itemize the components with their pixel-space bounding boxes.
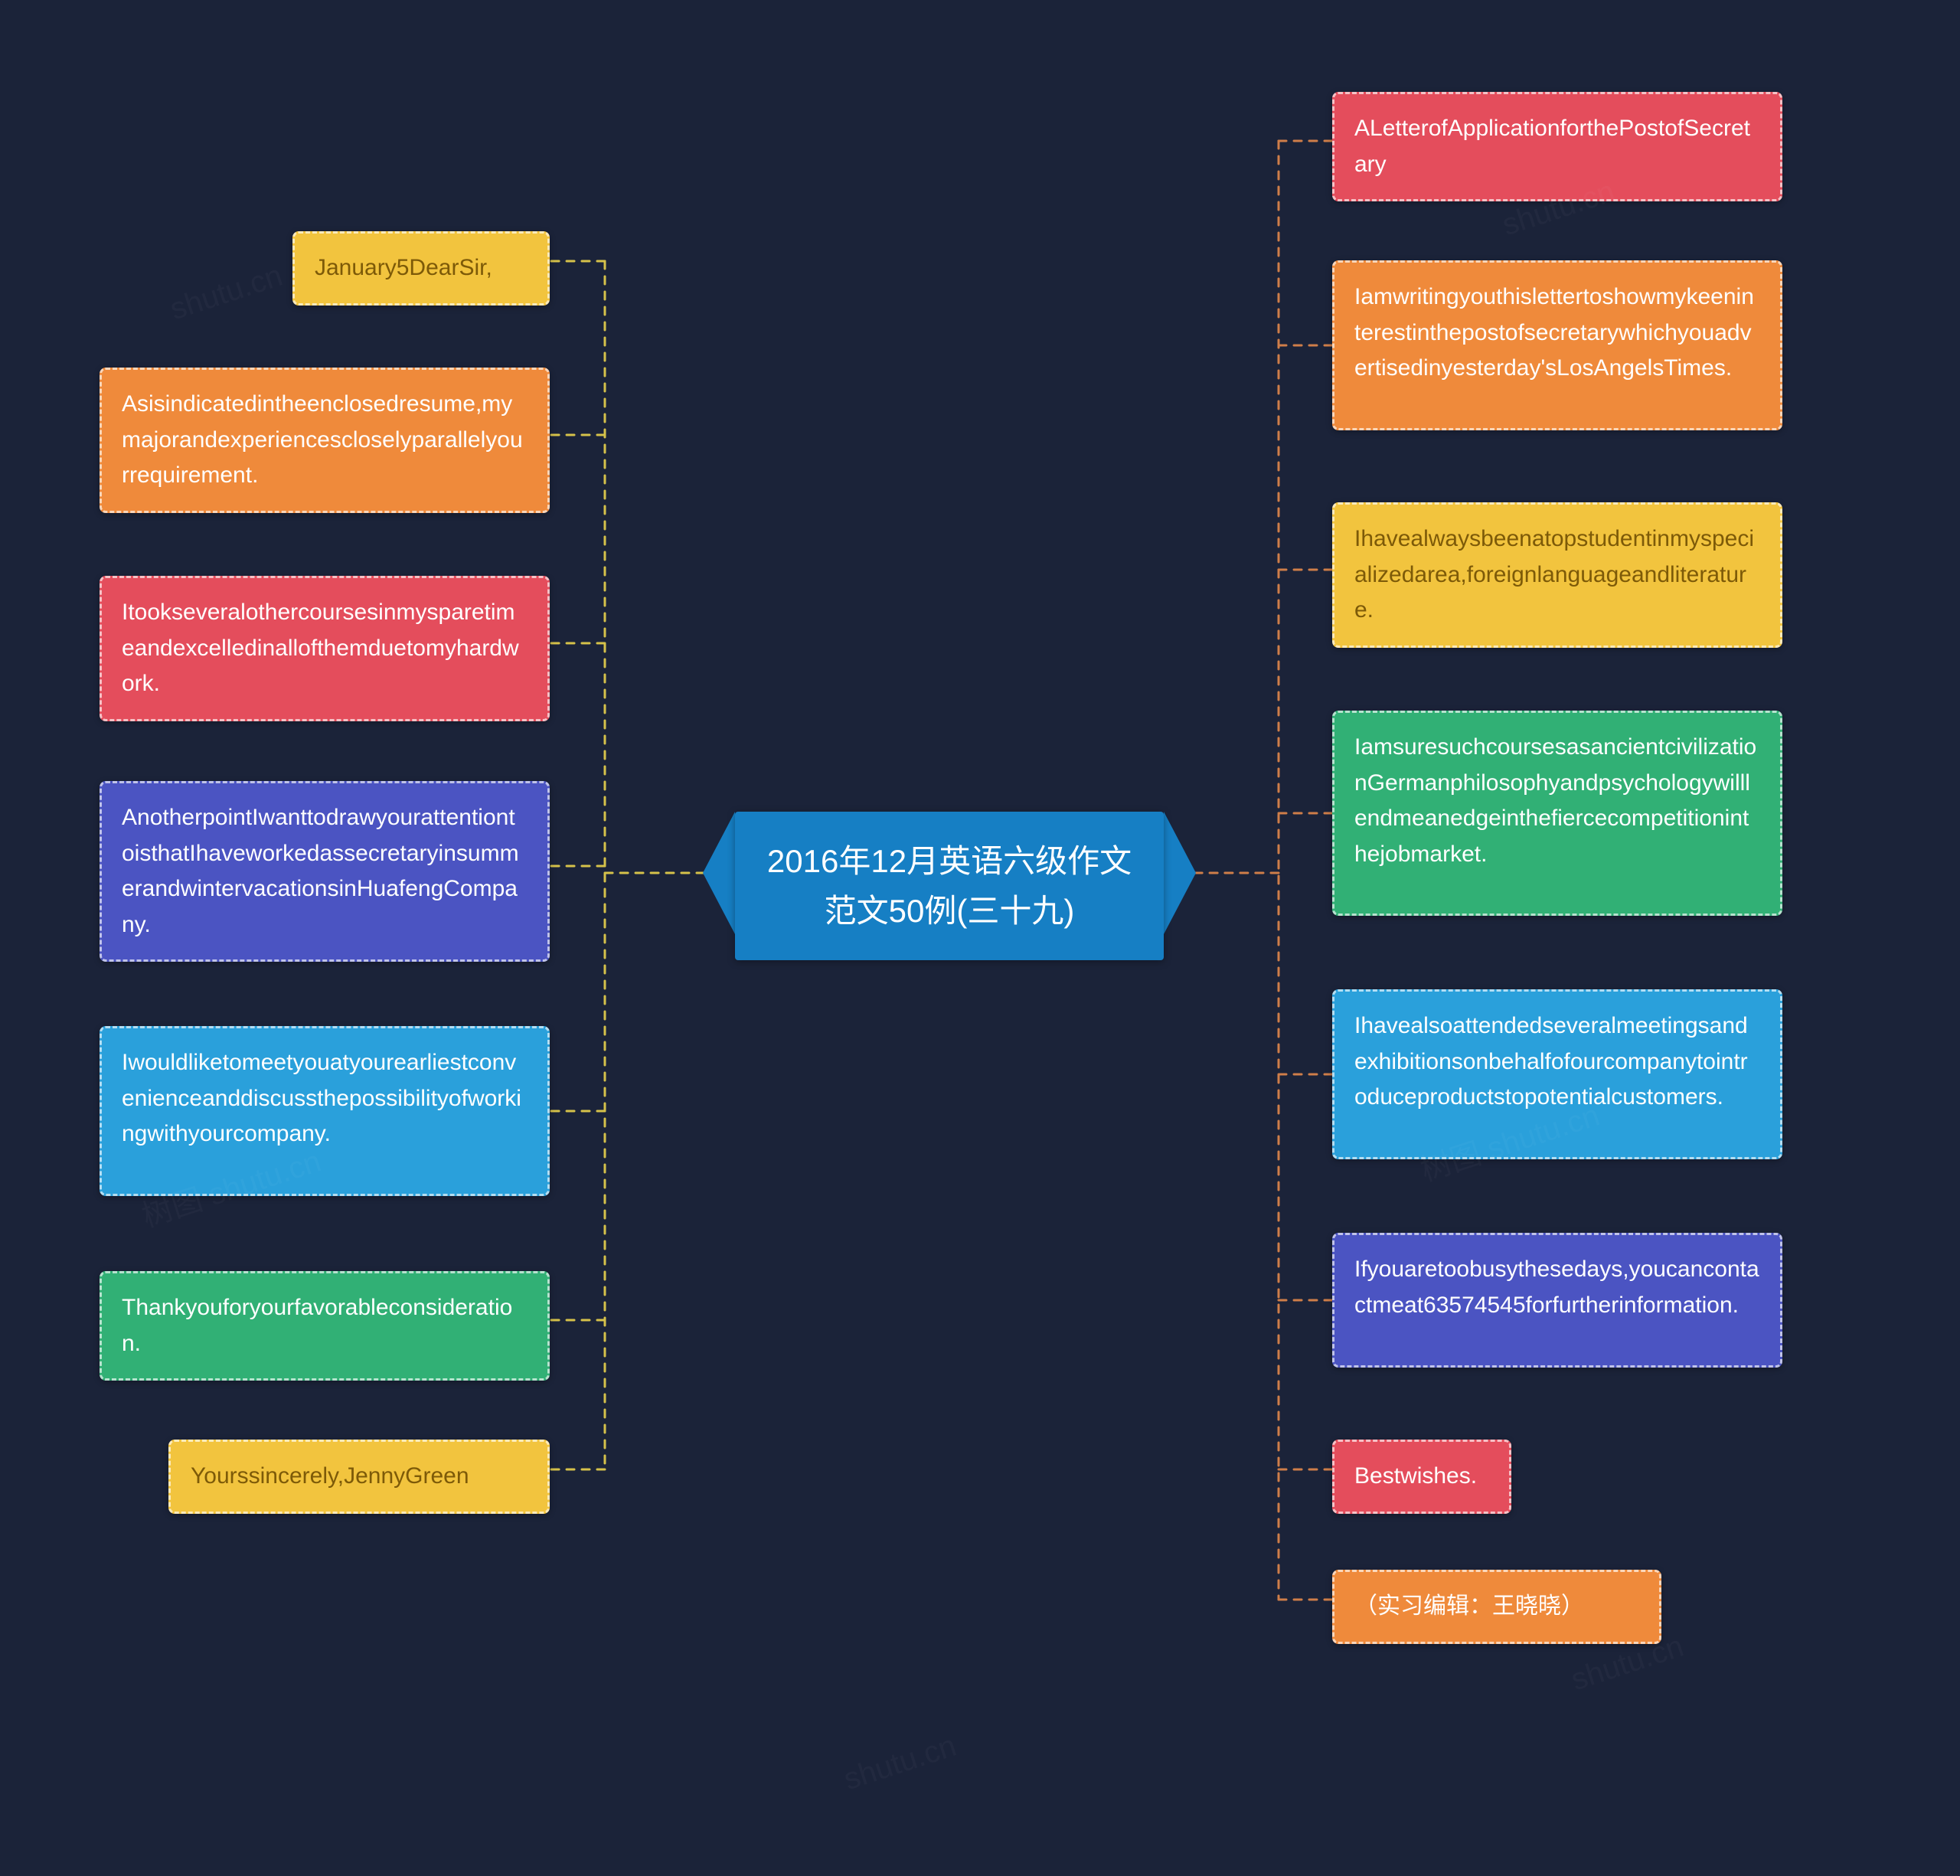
watermark-0: shutu.cn — [166, 259, 287, 328]
left-node-2-text: Itookseveralothercoursesinmysparetimeand… — [122, 600, 519, 696]
right-node-4-text: Ihavealsoattendedseveralmeetingsandexhib… — [1354, 1013, 1748, 1110]
center-line1: 2016年12月英语六级作文 — [767, 843, 1132, 879]
left-node-4-text: Iwouldliketomeetyouatyourearliestconveni… — [122, 1050, 521, 1146]
left-node-6: Yourssincerely,JennyGreen — [168, 1440, 550, 1514]
left-node-3: AnotherpointIwanttodrawyourattentiontois… — [100, 781, 550, 962]
left-node-1: Asisindicatedintheenclosedresume,mymajor… — [100, 368, 550, 513]
right-node-1-text: Iamwritingyouthislettertoshowmykeeninter… — [1354, 284, 1754, 381]
right-node-7: （实习编辑：王晓晓） — [1332, 1570, 1661, 1644]
right-node-2-text: Ihavealwaysbeenatopstudentinmyspecialize… — [1354, 526, 1754, 623]
right-node-0: ALetterofApplicationforthePostofSecretar… — [1332, 92, 1782, 201]
left-node-2: Itookseveralothercoursesinmysparetimeand… — [100, 576, 550, 721]
right-node-0-text: ALetterofApplicationforthePostofSecretar… — [1354, 116, 1750, 177]
right-node-2: Ihavealwaysbeenatopstudentinmyspecialize… — [1332, 502, 1782, 648]
right-node-6: Bestwishes. — [1332, 1440, 1511, 1514]
right-node-3-text: IamsuresuchcoursesasancientcivilizationG… — [1354, 734, 1756, 867]
left-node-5: Thankyouforyourfavorableconsideration. — [100, 1271, 550, 1381]
left-node-6-text: Yourssincerely,JennyGreen — [191, 1463, 469, 1489]
right-node-5-text: Ifyouaretoobusythesedays,youcancontactme… — [1354, 1257, 1759, 1318]
right-node-4: Ihavealsoattendedseveralmeetingsandexhib… — [1332, 989, 1782, 1159]
left-node-5-text: Thankyouforyourfavorableconsideration. — [122, 1295, 512, 1356]
left-node-0: January5DearSir, — [292, 231, 550, 306]
left-node-4: Iwouldliketomeetyouatyourearliestconveni… — [100, 1026, 550, 1196]
left-node-3-text: AnotherpointIwanttodrawyourattentiontois… — [122, 805, 519, 937]
center-line2: 范文50例(三十九) — [825, 893, 1075, 929]
left-node-1-text: Asisindicatedintheenclosedresume,mymajor… — [122, 391, 523, 488]
right-node-5: Ifyouaretoobusythesedays,youcancontactme… — [1332, 1233, 1782, 1368]
right-node-6-text: Bestwishes. — [1354, 1463, 1477, 1489]
left-node-0-text: January5DearSir, — [315, 255, 492, 280]
center-node: 2016年12月英语六级作文 范文50例(三十九) — [735, 812, 1164, 960]
right-node-7-text: （实习编辑：王晓晓） — [1354, 1593, 1584, 1619]
right-node-3: IamsuresuchcoursesasancientcivilizationG… — [1332, 711, 1782, 916]
right-node-1: Iamwritingyouthislettertoshowmykeeninter… — [1332, 260, 1782, 430]
watermark-4: shutu.cn — [840, 1729, 961, 1798]
